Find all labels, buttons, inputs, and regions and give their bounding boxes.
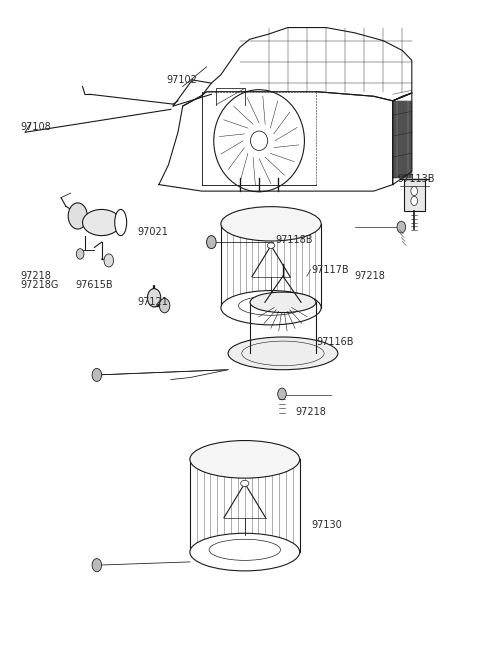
Circle shape [397, 221, 406, 233]
Text: 97218G: 97218G [21, 281, 59, 290]
Text: 97108: 97108 [21, 122, 51, 132]
Text: 97118B: 97118B [276, 235, 313, 245]
Circle shape [278, 388, 286, 400]
Ellipse shape [228, 337, 338, 370]
Text: 97218: 97218 [355, 271, 385, 281]
Text: 97102: 97102 [166, 75, 197, 85]
Text: 97117B: 97117B [312, 265, 349, 275]
Circle shape [104, 254, 114, 267]
FancyBboxPatch shape [404, 179, 425, 211]
Ellipse shape [190, 533, 300, 571]
Circle shape [76, 249, 84, 259]
Circle shape [147, 288, 161, 307]
Circle shape [92, 369, 102, 382]
Circle shape [68, 203, 87, 229]
Ellipse shape [251, 131, 268, 150]
Ellipse shape [83, 210, 120, 236]
Ellipse shape [240, 480, 249, 486]
Circle shape [159, 298, 170, 313]
Circle shape [206, 236, 216, 249]
Text: 97130: 97130 [312, 520, 342, 530]
Ellipse shape [115, 210, 127, 236]
Text: 97116B: 97116B [316, 336, 354, 347]
Circle shape [411, 196, 418, 206]
Text: 97218: 97218 [21, 271, 51, 281]
Circle shape [92, 558, 102, 572]
Ellipse shape [221, 207, 321, 241]
Text: 97218: 97218 [295, 407, 326, 417]
Text: 97113B: 97113B [397, 174, 435, 185]
Ellipse shape [250, 292, 316, 313]
Text: 97021: 97021 [137, 227, 168, 237]
Ellipse shape [190, 441, 300, 478]
Circle shape [411, 187, 418, 196]
Ellipse shape [221, 290, 321, 325]
Text: 97121: 97121 [137, 298, 168, 307]
Ellipse shape [267, 243, 275, 248]
Text: 97615B: 97615B [75, 281, 113, 290]
